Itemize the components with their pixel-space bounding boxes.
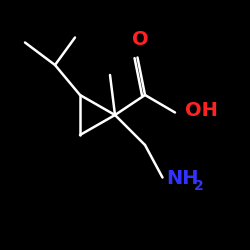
Text: NH: NH <box>166 169 199 188</box>
Text: O: O <box>132 30 148 49</box>
Text: OH: OH <box>185 100 218 119</box>
Text: 2: 2 <box>194 178 203 192</box>
